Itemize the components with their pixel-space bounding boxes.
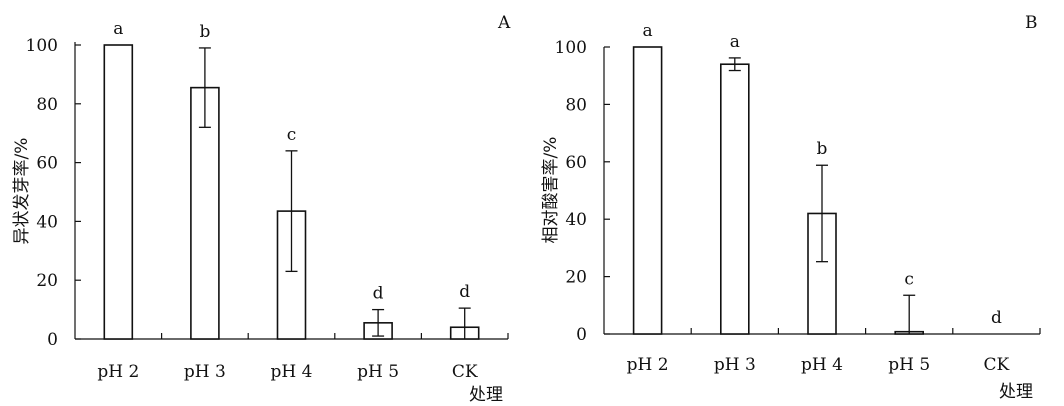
significance-label: d [373, 284, 384, 304]
x-tick-label: CK [452, 362, 478, 382]
y-tick-label: 80 [36, 95, 58, 115]
bar [719, 63, 750, 335]
y-tick-label: 60 [36, 154, 58, 174]
significance-label: c [904, 269, 914, 289]
x-tick-label: CK [984, 355, 1010, 375]
significance-label: d [991, 308, 1002, 328]
bar [632, 46, 663, 335]
y-tick-label: 100 [555, 38, 587, 58]
significance-label: a [113, 19, 123, 39]
bar [103, 44, 134, 340]
x-tick-label: pH 5 [888, 355, 930, 375]
y-tick-label: 0 [47, 330, 58, 350]
significance-label: b [199, 22, 210, 42]
x-axis-title: 处理 [469, 385, 503, 405]
x-tick-label: pH 2 [97, 362, 139, 382]
y-axis-label: 异状发芽率/% [12, 138, 32, 245]
significance-label: a [643, 21, 653, 41]
x-tick-label: pH 3 [714, 355, 756, 375]
bar [190, 86, 220, 340]
x-axis-title: 处理 [999, 382, 1033, 402]
significance-label: c [287, 125, 297, 145]
y-axis-label: 相对酸害率/% [541, 137, 561, 244]
significance-label: a [730, 32, 740, 52]
x-tick-label: pH 2 [627, 355, 669, 375]
significance-label: b [817, 139, 828, 159]
y-tick-label: 100 [26, 36, 58, 56]
chart-panel-a: A 异状发芽率/% 处理 0 20 40 60 80 100 a pH 2 b pH 3 c pH 4… [12, 13, 511, 405]
y-tick-label: 40 [565, 210, 587, 230]
x-tick-label: pH 3 [184, 362, 226, 382]
panel-label: A [497, 13, 511, 33]
x-tick-label: pH 4 [271, 362, 313, 382]
y-tick-label: 0 [576, 325, 587, 345]
y-tick-label: 60 [565, 153, 587, 173]
y-tick-label: 20 [565, 268, 587, 288]
x-tick-label: pH 5 [357, 362, 399, 382]
y-tick-label: 80 [565, 95, 587, 115]
y-tick-label: 40 [36, 212, 58, 232]
panel-label: B [1025, 13, 1038, 33]
x-tick-label: pH 4 [801, 355, 843, 375]
chart-panel-b: B 相对酸害率/% 处理 0 20 40 60 80 100 a pH 2 a pH 3 b pH 4… [541, 13, 1041, 402]
significance-label: d [459, 282, 470, 302]
y-tick-label: 20 [36, 271, 58, 291]
